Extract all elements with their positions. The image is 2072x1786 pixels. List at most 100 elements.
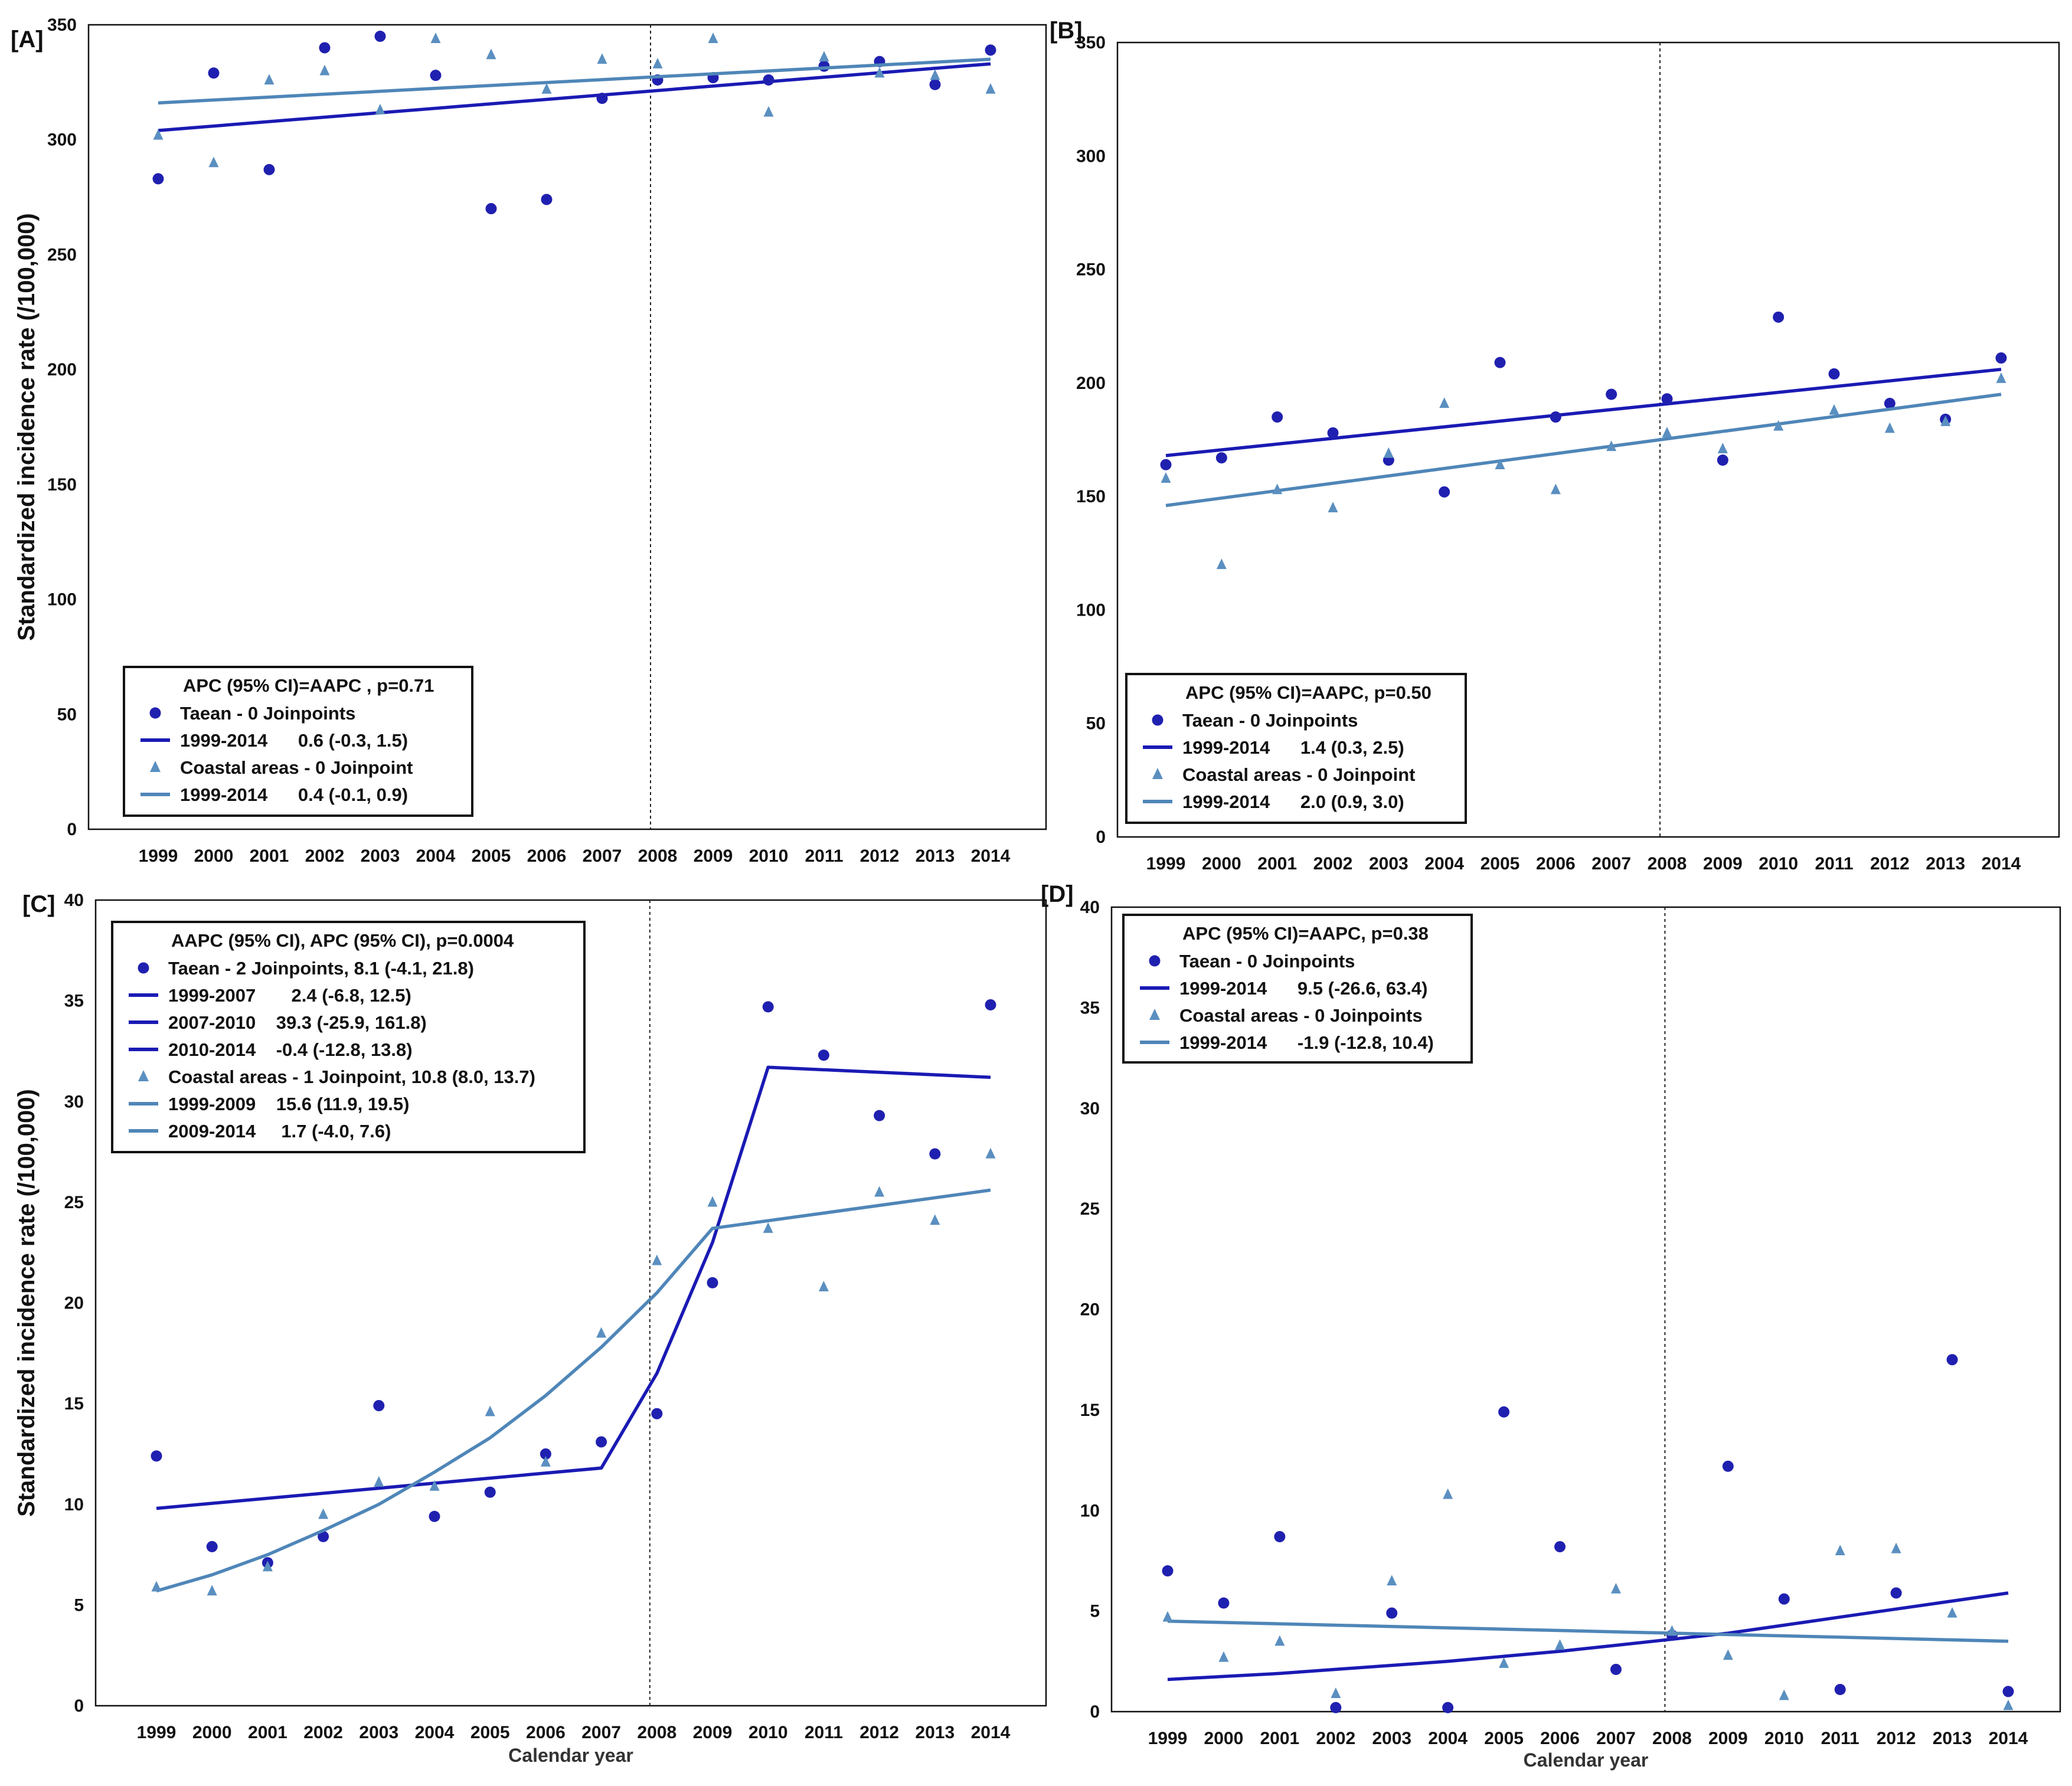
coastal-data-point [262,1561,273,1572]
x-tick-label: 2012 [859,1723,899,1742]
y-tick-label: 0 [1096,827,1106,847]
y-tick-label: 150 [47,475,77,495]
coastal-data-point [374,1476,384,1487]
y-tick-label: 300 [1076,146,1106,166]
coastal-data-point [319,64,330,76]
x-tick-label: 2001 [250,846,289,866]
y-tick-label: 25 [1080,1199,1100,1219]
taean-data-point [1494,356,1506,368]
taean-data-point [596,93,608,104]
legend-entry-label: Taean - 0 Joinpoints [1179,951,1355,971]
coastal-data-point [318,1508,329,1519]
x-tick-label: 2009 [1703,854,1743,874]
x-tick-label: 2002 [1313,854,1353,874]
legend-circle-marker [1149,955,1161,967]
taean-data-point [985,999,996,1010]
taean-data-point [929,1148,941,1160]
taean-data-point [1834,1684,1846,1696]
legend-entry-label: 2007-2010 39.3 (-25.9, 161.8) [168,1012,427,1033]
coastal-data-point [1996,372,2006,383]
x-tick-label: 2013 [916,846,955,866]
x-tick-label: 2006 [1540,1729,1580,1748]
taean-data-point [151,1450,162,1462]
x-tick-label: 2010 [1759,854,1798,874]
x-tick-label: 2012 [1870,854,1910,874]
legend-entry-label: 1999-2014 -1.9 (-12.8, 10.4) [1179,1032,1434,1053]
y-tick-label: 0 [67,820,77,839]
coastal-data-point [1162,1611,1173,1622]
panel-label: [C] [22,891,55,917]
legend-triangle-marker [150,761,161,772]
y-tick-label: 40 [1080,898,1100,917]
coastal-data-point [1666,1625,1677,1636]
legend-entry-label: 2009-2014 1.7 (-4.0, 7.6) [168,1121,391,1141]
coastal-data-point [1606,440,1617,452]
panel-b: [B] 0 50 100 150 200 250 300 350 1999 2000 2001 2002… [1050,18,2060,874]
legend-header: APC (95% CI)=AAPC, p=0.38 [1182,923,1429,944]
x-tick-label: 2014 [1989,1729,2028,1748]
coastal-data-point [1439,397,1450,408]
x-tick-label: 2000 [1202,854,1241,874]
y-tick-label: 35 [1080,998,1100,1018]
coastal-data-point [597,53,607,64]
y-tick-label: 350 [1076,33,1106,53]
coastal-data-point [1499,1657,1509,1668]
x-tick-label: 2003 [359,1723,398,1742]
coastal-data-point [1717,443,1728,454]
coastal-data-point [429,1480,440,1491]
taean-data-point [874,1110,885,1121]
y-tick-label: 20 [64,1294,84,1313]
y-tick-label: 10 [1080,1501,1100,1520]
coastal-data-point [1773,420,1784,431]
x-tick-label: 2002 [1316,1729,1355,1748]
taean-data-point [1550,411,1561,423]
panel-c: [C] 0 5 10 15 20 25 30 35 40 1999 2000 2001 2002 2003 2… [14,891,1047,1766]
taean-data-point [540,1448,551,1460]
coastal-data-point [1383,447,1394,458]
x-axis-title: Calendar year [508,1745,633,1766]
taean-data-point [818,60,830,72]
taean-data-point [429,1510,440,1522]
x-tick-label: 2010 [1764,1729,1804,1748]
x-tick-label: 2000 [1204,1729,1244,1748]
coastal-data-point [1331,1687,1341,1698]
coastal-data-point [1891,1542,1901,1553]
coastal-data-point [708,32,718,44]
taean-data-point [1884,397,1895,409]
coastal-data-point [874,67,885,78]
taean-trend-line [158,62,991,132]
taean-data-point [763,74,774,86]
coastal-data-point [151,1581,162,1592]
x-tick-label: 2007 [581,1723,621,1742]
taean-data-point [707,1277,718,1288]
legend-entry-label: Coastal areas - 1 Joinpoint, 10.8 (8.0, … [168,1067,535,1087]
coastal-data-point [1723,1649,1733,1660]
taean-data-point [818,1049,829,1061]
taean-data-point [1274,1531,1286,1543]
taean-data-point [1661,393,1673,405]
x-tick-label: 2001 [1260,1729,1299,1748]
x-tick-label: 2003 [361,846,400,866]
coastal-data-point [1610,1582,1621,1594]
coastal-data-point [430,32,441,44]
taean-data-point [1386,1607,1398,1619]
coastal-data-point [264,74,274,85]
x-tick-label: 2005 [1481,854,1520,874]
x-tick-label: 2013 [915,1723,955,1742]
x-tick-label: 2007 [1591,854,1631,874]
taean-data-point [1272,411,1283,423]
x-tick-label: 2007 [1596,1729,1636,1748]
y-tick-label: 200 [1076,374,1106,393]
coastal-data-point [540,1455,551,1467]
taean-data-point [1330,1702,1342,1713]
coastal-data-point [2003,1699,2014,1710]
coastal-data-point [707,1196,718,1207]
y-tick-label: 200 [47,360,77,380]
legend-entry-label: 1999-2014 0.4 (-0.1, 0.9) [180,784,408,805]
coastal-data-point [1779,1689,1789,1700]
y-tick-label: 5 [74,1595,84,1615]
y-tick-label: 25 [64,1193,84,1212]
taean-data-point [596,1436,607,1448]
x-tick-label: 2006 [526,1723,566,1742]
x-tick-label: 2005 [1484,1729,1524,1748]
